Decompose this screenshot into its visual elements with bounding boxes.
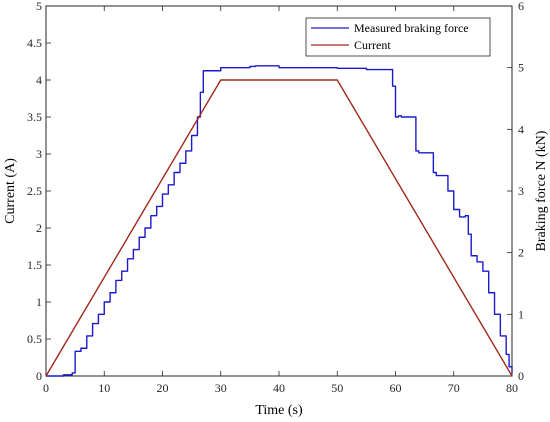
y-right-tick-label: 4 [518, 122, 524, 136]
series-layer [45, 65, 513, 377]
y-left-tick-label: 0.5 [27, 332, 42, 346]
legend-label-braking-force: Measured braking force [354, 21, 469, 35]
series-line-current [45, 79, 513, 377]
x-tick-label: 60 [390, 381, 402, 395]
x-axis-title: Time (s) [255, 403, 303, 418]
x-tick-label: 80 [506, 381, 518, 395]
legend-box [305, 17, 491, 57]
y-left-tick-label: 5 [36, 0, 42, 13]
y-right-tick-label: 3 [518, 184, 524, 198]
y-right-tick-label: 2 [518, 246, 524, 260]
x-tick-label: 70 [448, 381, 460, 395]
ticks-layer: 0 10 20 30 40 50 60 70 8000.511.522.533.544.5501… [27, 0, 524, 395]
y-left-tick-label: 4.5 [27, 36, 42, 50]
y-axis-right-title: Braking force N (kN) [534, 130, 549, 251]
y-right-tick-label: 0 [518, 369, 524, 383]
legend-label-current: Current [354, 38, 391, 52]
y-left-tick-label: 3.5 [27, 110, 42, 124]
x-tick-label: 20 [157, 381, 169, 395]
legend: Measured braking force Current [305, 17, 491, 57]
y-left-tick-label: 0 [36, 369, 42, 383]
y-right-tick-label: 5 [518, 61, 524, 75]
x-tick-label: 10 [98, 381, 110, 395]
y-axis-left-title: Current (A) [3, 158, 18, 224]
series-line-braking-force [46, 65, 513, 377]
y-left-tick-label: 4 [36, 73, 42, 87]
y-left-tick-label: 3 [36, 147, 42, 161]
x-tick-label: 0 [43, 381, 49, 395]
y-right-tick-label: 1 [518, 307, 524, 321]
y-left-tick-label: 1.5 [27, 258, 42, 272]
y-left-tick-label: 1 [36, 295, 42, 309]
x-tick-label: 40 [273, 381, 285, 395]
x-tick-label: 50 [331, 381, 343, 395]
y-right-tick-label: 6 [518, 0, 524, 13]
y-left-tick-label: 2.5 [27, 184, 42, 198]
y-left-tick-label: 2 [36, 221, 42, 235]
x-tick-label: 30 [215, 381, 227, 395]
plot-area [45, 5, 513, 377]
